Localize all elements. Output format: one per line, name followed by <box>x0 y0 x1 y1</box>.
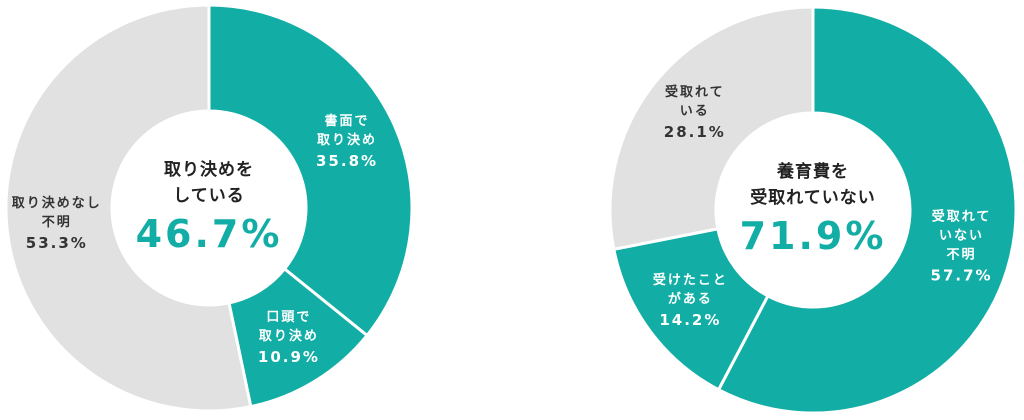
donut-slice <box>608 5 815 252</box>
slice-name: 受取れて いない 不明 <box>931 209 992 263</box>
slice-value: 28.1% <box>663 122 726 141</box>
slice-value: 57.7% <box>930 266 993 285</box>
center-title: 養育費を 受取れていない <box>750 162 876 208</box>
slice-label: 取り決めなし 不明 53.3% <box>12 194 102 254</box>
donut-slice <box>4 3 253 413</box>
donut-slice <box>716 5 1018 415</box>
slice-name: 受取れて いる <box>664 84 725 119</box>
slice-label: 書面で 取り決め 35.8% <box>316 112 378 172</box>
center-title: 取り決めを している <box>164 160 254 206</box>
donut-slice <box>207 3 414 338</box>
center-label: 取り決めを している 46.7% <box>136 157 283 259</box>
center-value: 71.9% <box>739 214 887 258</box>
slice-value: 10.9% <box>257 348 320 367</box>
slice-value: 14.2% <box>659 311 722 330</box>
slice-label: 口頭で 取り決め 10.9% <box>258 308 320 368</box>
center-label: 養育費を 受取れていない 71.9% <box>740 159 887 261</box>
slice-name: 口頭で 取り決め <box>258 310 319 345</box>
slice-label: 受取れて いない 不明 57.7% <box>931 207 993 286</box>
slice-value: 35.8% <box>315 151 379 170</box>
slice-label: 受取れて いる 28.1% <box>664 83 726 143</box>
slice-label: 受けたこと がある 14.2% <box>653 271 728 331</box>
center-value: 46.7% <box>135 212 283 256</box>
slice-name: 取り決めなし 不明 <box>11 195 102 230</box>
slice-name: 書面で 取り決め <box>317 113 378 148</box>
slice-name: 受けたこと がある <box>652 273 728 308</box>
donut-slice <box>612 227 770 392</box>
slice-value: 53.3% <box>25 233 88 252</box>
